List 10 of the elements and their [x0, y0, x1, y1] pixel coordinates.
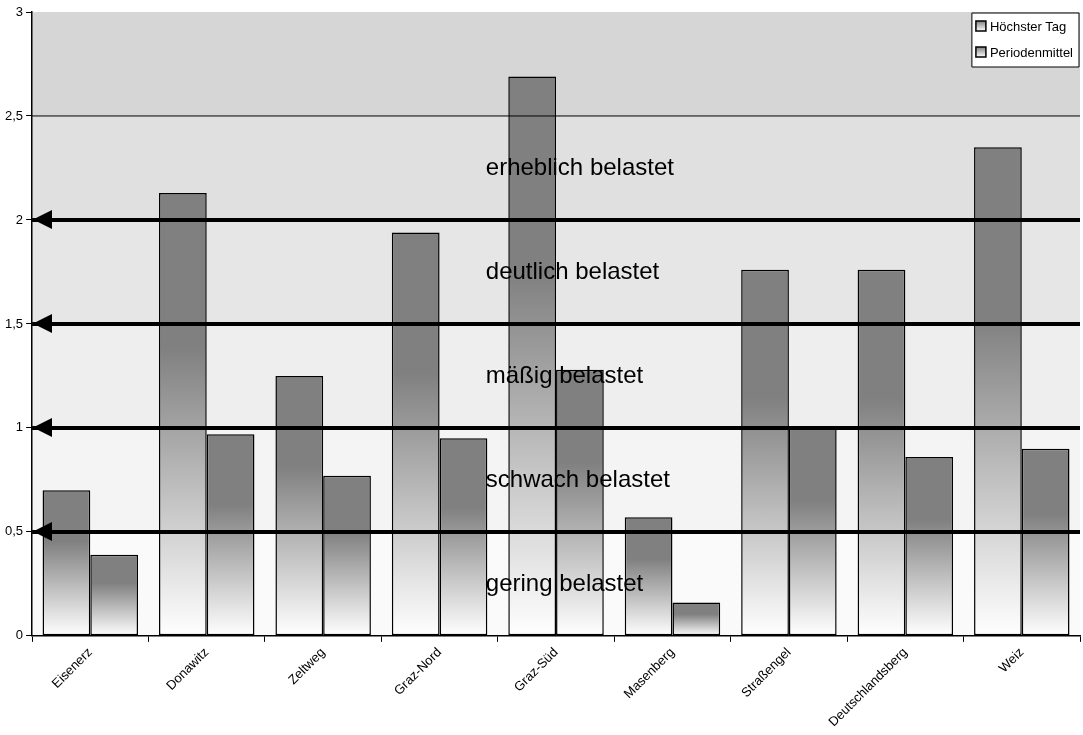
- y-tick-label: 1: [15, 419, 24, 435]
- legend-label: Periodenmittel: [989, 44, 1074, 60]
- y-tick-label: 1,5: [4, 315, 24, 331]
- y-tick-label: 0,5: [4, 523, 24, 539]
- legend-label: Höchster Tag: [989, 18, 1067, 34]
- y-tick-label: 2: [15, 211, 24, 227]
- y-tick-label: 3: [15, 3, 24, 19]
- y-tick-label: 2,5: [4, 107, 24, 123]
- x-tick-label: Weiz: [995, 644, 1027, 676]
- y-tick-label: 0: [15, 627, 24, 643]
